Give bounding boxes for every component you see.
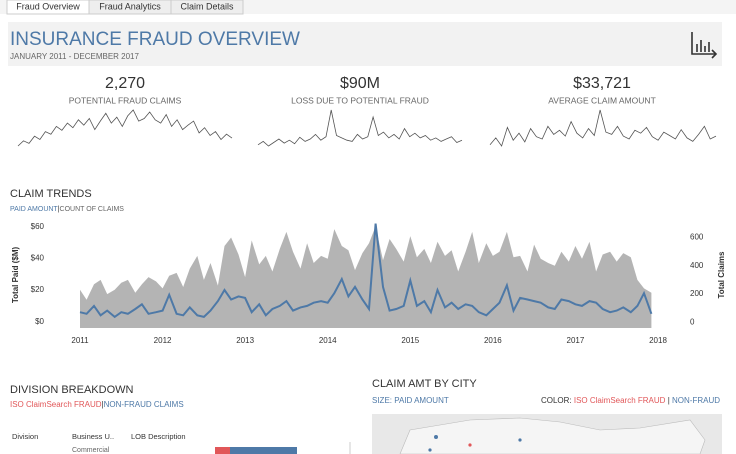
section-title: DIVISION BREAKDOWN [10,384,134,396]
kpi-value: $90M [340,75,380,92]
legend-line: ISO ClaimSearch FRAUD|NON-FRAUD CLAIMS [10,400,184,409]
map-land [399,417,706,454]
y2-tick-label: 400 [690,261,704,270]
header-band [8,22,722,66]
sparkline [489,109,717,147]
tab-bg[interactable] [170,0,244,15]
column-header: LOB Description [131,432,186,441]
x-tick-label: 2013 [236,336,254,345]
tab[interactable]: Claim Details [180,1,234,11]
y2-tick-label: 600 [690,233,704,242]
color-legend: COLOR: ISO ClaimSearch FRAUD | NON-FRAUD [541,396,720,405]
page-subtitle: JANUARY 2011 - DECEMBER 2017 [10,52,139,61]
x-tick-label: 2016 [484,336,502,345]
y-axis-label: Total Paid ($M) [11,247,20,304]
y2-axis-label: Total Claims [717,251,726,299]
separator: | [58,206,60,213]
legend-entry: NON-FRAUD CLAIMS [104,400,184,409]
kpi-label: POTENTIAL FRAUD CLAIMS [69,95,182,105]
x-tick-label: 2014 [319,336,337,345]
tab[interactable]: Fraud Analytics [99,1,161,11]
y-tick-label: $60 [31,222,45,231]
export-icon[interactable] [691,32,718,59]
legend-entry: ISO ClaimSearch FRAUD [10,400,102,409]
color-label: COLOR: [541,396,572,405]
map-dot [518,438,522,442]
tab[interactable]: Fraud Overview [16,1,80,11]
area [80,226,652,328]
sparkline [17,109,233,147]
row-label: Commercial [72,447,110,454]
section-title: CLAIM AMT BY CITY [372,378,477,390]
y2-tick-label: 200 [690,289,704,298]
y2-tick-label: 0 [690,317,695,326]
x-tick-label: 2015 [401,336,419,345]
kpi-label: LOSS DUE TO POTENTIAL FRAUD [291,95,429,105]
sparkline [257,109,463,147]
icon-bars [696,40,710,52]
map-dot [428,448,432,452]
bar-non-fraud [230,447,297,454]
legend-entry: COUNT OF CLAIMS [60,206,125,213]
legend-entry: ISO ClaimSearch FRAUD [574,396,666,405]
icon-axes [691,32,716,55]
legend-entry: NON-FRAUD [672,396,720,405]
size-label: SIZE: PAID AMOUNT [372,396,449,405]
y-tick-label: $40 [31,253,45,262]
separator: | [102,400,104,409]
x-tick-label: 2012 [154,336,172,345]
map-dot [468,443,472,447]
bar-fraud [215,447,230,454]
column-header: Business U.. [72,432,114,441]
x-tick-label: 2017 [567,336,585,345]
y-tick-label: $20 [31,285,45,294]
kpi-value: $33,721 [573,75,631,92]
x-tick-label: 2018 [649,336,667,345]
legend-entry: PAID AMOUNT [10,206,58,213]
line [79,223,653,319]
x-tick-label: 2011 [71,336,89,345]
separator: | [668,396,670,405]
column-header: Division [12,432,38,441]
legend-line: PAID AMOUNT|COUNT OF CLAIMS [10,206,124,213]
icon-arrow [711,49,718,59]
page-title: INSURANCE FRAUD OVERVIEW [10,29,300,50]
section-title: CLAIM TRENDS [10,188,92,200]
kpi-label: AVERAGE CLAIM AMOUNT [548,95,656,105]
y-tick-label: $0 [35,317,44,326]
kpi-value: 2,270 [105,75,145,92]
map-dot [434,435,438,439]
